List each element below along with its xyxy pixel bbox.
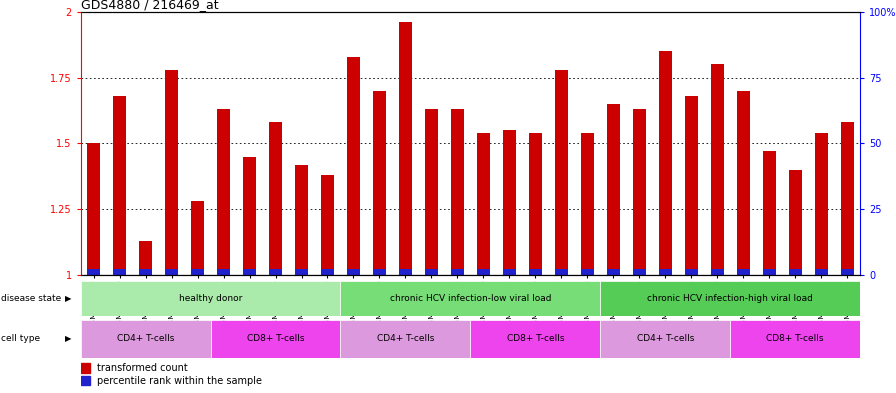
Bar xyxy=(737,268,750,275)
Bar xyxy=(269,122,282,275)
Bar xyxy=(191,201,204,275)
Bar xyxy=(788,170,802,275)
Bar xyxy=(529,133,542,275)
Bar xyxy=(685,268,698,275)
Bar xyxy=(243,268,256,275)
Bar xyxy=(788,268,802,275)
Bar xyxy=(503,130,516,275)
Bar xyxy=(607,104,620,275)
Bar xyxy=(555,268,568,275)
Bar xyxy=(373,91,386,275)
Text: CD8+ T-cells: CD8+ T-cells xyxy=(766,334,824,343)
Bar xyxy=(711,64,724,275)
Bar xyxy=(555,70,568,275)
Text: ▶: ▶ xyxy=(65,334,71,343)
Bar xyxy=(340,320,470,358)
Bar xyxy=(814,268,828,275)
Bar xyxy=(529,268,542,275)
Bar xyxy=(243,157,256,275)
Bar xyxy=(295,268,308,275)
Bar xyxy=(81,376,90,386)
Bar xyxy=(814,133,828,275)
Bar xyxy=(113,96,126,275)
Bar xyxy=(295,165,308,275)
Text: disease state: disease state xyxy=(1,294,61,303)
Text: chronic HCV infection-low viral load: chronic HCV infection-low viral load xyxy=(390,294,551,303)
Bar xyxy=(165,70,178,275)
Bar xyxy=(659,268,672,275)
Bar xyxy=(730,320,860,358)
Bar xyxy=(503,268,516,275)
Text: healthy donor: healthy donor xyxy=(179,294,242,303)
Text: ▶: ▶ xyxy=(65,294,71,303)
Bar xyxy=(81,281,340,316)
Bar xyxy=(425,268,438,275)
Bar xyxy=(425,109,438,275)
Bar xyxy=(399,268,412,275)
Bar xyxy=(165,268,178,275)
Text: CD4+ T-cells: CD4+ T-cells xyxy=(116,334,175,343)
Bar xyxy=(321,268,334,275)
Bar xyxy=(139,268,152,275)
Text: chronic HCV infection-high viral load: chronic HCV infection-high viral load xyxy=(647,294,814,303)
Bar xyxy=(321,175,334,275)
Bar xyxy=(633,109,646,275)
Bar xyxy=(269,268,282,275)
Text: CD8+ T-cells: CD8+ T-cells xyxy=(506,334,564,343)
Bar xyxy=(711,268,724,275)
Bar xyxy=(217,268,230,275)
Bar xyxy=(737,91,750,275)
Bar xyxy=(373,268,386,275)
Bar xyxy=(762,268,776,275)
Bar xyxy=(840,122,854,275)
Bar xyxy=(347,57,360,275)
Bar xyxy=(451,268,464,275)
Bar xyxy=(217,109,230,275)
Bar xyxy=(762,151,776,275)
Text: GDS4880 / 216469_at: GDS4880 / 216469_at xyxy=(81,0,219,11)
Bar xyxy=(477,268,490,275)
Bar xyxy=(87,268,100,275)
Text: percentile rank within the sample: percentile rank within the sample xyxy=(97,376,262,386)
Bar xyxy=(581,133,594,275)
Bar xyxy=(87,143,100,275)
Bar xyxy=(600,320,730,358)
Text: cell type: cell type xyxy=(1,334,40,343)
Text: transformed count: transformed count xyxy=(97,363,187,373)
Bar xyxy=(607,268,620,275)
Bar xyxy=(470,320,600,358)
Bar xyxy=(685,96,698,275)
Bar xyxy=(81,320,211,358)
Bar xyxy=(347,268,360,275)
Bar xyxy=(81,363,90,373)
Bar xyxy=(211,320,340,358)
Bar xyxy=(451,109,464,275)
Bar xyxy=(340,281,600,316)
Bar xyxy=(399,22,412,275)
Text: CD8+ T-cells: CD8+ T-cells xyxy=(246,334,305,343)
Bar xyxy=(113,268,126,275)
Bar xyxy=(840,268,854,275)
Text: CD4+ T-cells: CD4+ T-cells xyxy=(376,334,435,343)
Bar xyxy=(191,268,204,275)
Bar xyxy=(659,51,672,275)
Bar xyxy=(581,268,594,275)
Bar xyxy=(139,241,152,275)
Text: CD4+ T-cells: CD4+ T-cells xyxy=(636,334,694,343)
Bar xyxy=(633,268,646,275)
Bar xyxy=(600,281,860,316)
Bar xyxy=(477,133,490,275)
